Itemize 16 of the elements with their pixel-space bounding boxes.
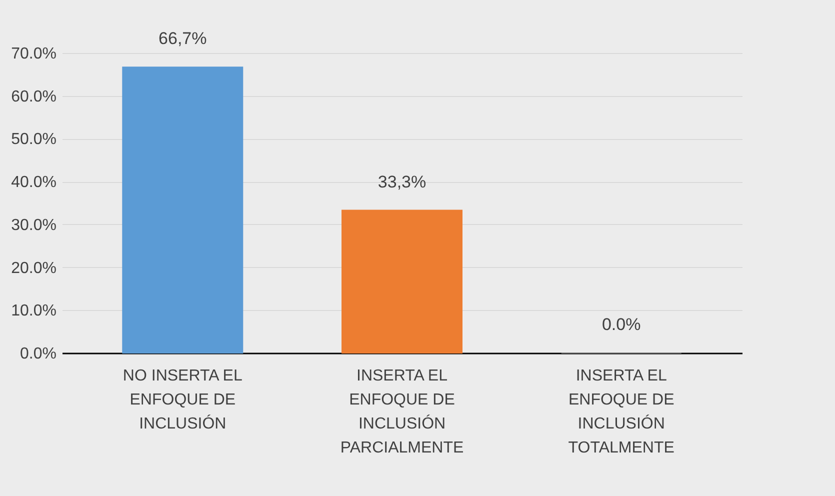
data-label: 33,3% [378,172,426,192]
x-tick-label: INSERTA EL ENFOQUE DE INCLUSIÓN PARCIALMENTE [340,368,464,456]
y-tick-label: 50.0% [11,131,56,148]
y-tick-label: 30.0% [11,216,56,234]
y-tick-label: 10.0% [11,302,56,320]
x-tick-label: NO INSERTA EL ENFOQUE DE INCLUSIÓN [122,368,242,432]
bar [122,66,244,354]
bar [342,210,462,354]
y-tick-label: 40.0% [11,174,56,192]
data-label: 66,7% [158,29,207,48]
data-label: 0.0% [602,315,641,334]
y-tick-label: 0.0% [20,346,56,362]
x-tick-label: INSERTA EL ENFOQUE DE INCLUSIÓN TOTALMENTE [568,368,674,456]
y-tick-label: 70.0% [11,46,56,62]
y-tick-label: 20.0% [11,260,56,277]
y-tick-label: 60.0% [11,88,56,106]
